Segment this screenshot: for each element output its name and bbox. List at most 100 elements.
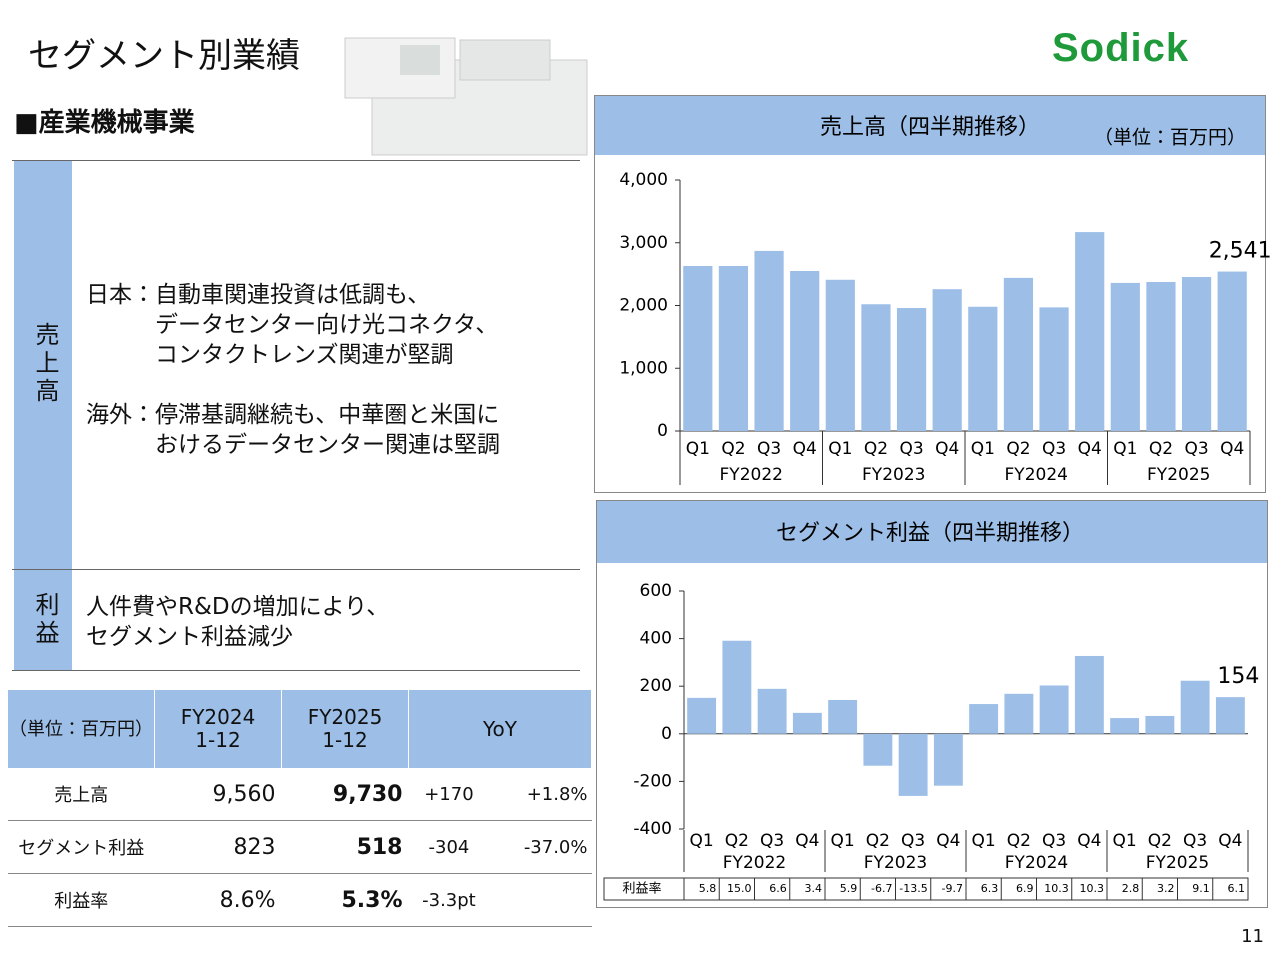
y-tick-label: 0	[657, 421, 668, 441]
chart-frame	[594, 95, 1266, 493]
bar	[1180, 680, 1210, 734]
x-tick-label: Q3	[760, 831, 784, 851]
row-label: 売上高	[31, 322, 59, 406]
bar	[757, 688, 787, 734]
cell: +1.8%	[489, 768, 592, 821]
margin-row	[603, 877, 1249, 901]
bar	[1110, 718, 1140, 734]
group-label: FY2025	[1146, 853, 1209, 873]
bar	[825, 279, 855, 431]
group-label: FY2024	[1005, 853, 1068, 873]
x-tick-label: Q2	[1148, 831, 1172, 851]
x-tick-label: Q2	[866, 831, 890, 851]
x-tick-label: Q2	[725, 831, 749, 851]
x-tick-label: Q4	[793, 439, 817, 459]
margin-value: 5.8	[699, 882, 717, 895]
cell: 823	[154, 820, 282, 874]
header-line: 1-12	[195, 728, 241, 752]
unit-label: （単位：百万円）	[1094, 127, 1246, 149]
bar	[863, 733, 893, 766]
x-tick-label: Q4	[795, 831, 819, 851]
note-line: おけるデータセンター関連は堅調	[155, 432, 500, 458]
group-label: FY2023	[862, 465, 925, 485]
table-header: （単位：百万円）	[8, 690, 155, 768]
bar	[1039, 307, 1069, 431]
bar	[1003, 277, 1034, 431]
bar	[792, 712, 822, 734]
cell: -3.3pt	[408, 873, 490, 927]
table-header: FY2025 1-12	[281, 690, 409, 768]
table-header: YoY	[408, 690, 592, 768]
x-tick-label: Q4	[936, 831, 960, 851]
cell: 5.3%	[281, 873, 409, 927]
label-strip	[14, 161, 72, 569]
bar	[969, 704, 999, 734]
y-tick-label: 200	[640, 676, 672, 696]
x-tick-label: Q2	[721, 439, 745, 459]
bar	[1039, 685, 1069, 734]
x-tick-label: Q1	[972, 831, 996, 851]
section-title: ■産業機械事業	[14, 108, 195, 138]
y-tick-label: 400	[640, 629, 672, 649]
note-line: 自動車関連投資は低調も、	[155, 282, 431, 308]
cell: -37.0%	[489, 820, 592, 874]
bar	[828, 700, 858, 734]
bar	[968, 306, 998, 431]
group-label: FY2025	[1147, 465, 1210, 485]
bar	[1146, 281, 1176, 431]
margin-value: 5.9	[840, 882, 858, 895]
group-label: FY2022	[720, 465, 783, 485]
bar	[1145, 715, 1175, 734]
group-label: FY2023	[864, 853, 927, 873]
note-label: 海外：	[86, 402, 155, 428]
page-number: 11	[1241, 926, 1264, 947]
bar	[1215, 697, 1245, 734]
group-label: FY2024	[1005, 465, 1068, 485]
bar	[933, 733, 963, 786]
margin-value: 2.8	[1122, 882, 1140, 895]
chart-frame	[596, 500, 1268, 908]
rule	[12, 569, 580, 570]
note-line: データセンター向け光コネクタ、	[155, 312, 499, 338]
margin-value: 10.3	[1080, 882, 1105, 895]
margin-value: 6.9	[1016, 882, 1034, 895]
x-tick-label: Q4	[1078, 439, 1102, 459]
x-tick-label: Q3	[757, 439, 781, 459]
margin-value: -9.7	[942, 882, 963, 895]
margin-value: 6.6	[769, 882, 787, 895]
cell: +170	[408, 768, 490, 821]
cell: 518	[281, 820, 409, 874]
label-strip	[14, 570, 72, 670]
note-line: コンタクトレンズ関連が堅調	[155, 342, 454, 368]
margin-value: 15.0	[727, 882, 752, 895]
chart-header	[595, 96, 1265, 155]
bar	[861, 304, 891, 431]
x-tick-label: Q3	[1183, 831, 1207, 851]
margin-label: 利益率	[622, 882, 661, 897]
x-tick-label: Q4	[1077, 831, 1101, 851]
x-tick-label: Q4	[1220, 439, 1244, 459]
cell: 売上高	[8, 768, 155, 821]
x-tick-label: Q1	[686, 439, 710, 459]
bar	[718, 265, 749, 431]
cell: 9,560	[154, 768, 282, 821]
x-tick-label: Q4	[1218, 831, 1242, 851]
note: 日本： 自動車関連投資は低調も、 データセンター向け光コネクタ、 コンタクトレン…	[86, 280, 500, 460]
x-tick-label: Q2	[1149, 439, 1173, 459]
note-line: 人件費やR&Dの増加により、	[86, 594, 390, 620]
y-tick-label: 600	[640, 581, 672, 601]
group-label: FY2022	[723, 853, 786, 873]
margin-value: 9.1	[1192, 882, 1210, 895]
value-label: 2,541	[1209, 239, 1272, 264]
bar	[1217, 271, 1247, 431]
chart-title: 売上高（四半期推移）	[820, 115, 1040, 140]
x-tick-label: Q1	[831, 831, 855, 851]
note-line: 停滞基調継続も、中華圏と米国に	[155, 402, 500, 428]
cell: -304	[408, 820, 490, 874]
note-label: 日本：	[86, 282, 155, 308]
x-tick-label: Q1	[971, 439, 995, 459]
bar	[898, 733, 928, 796]
